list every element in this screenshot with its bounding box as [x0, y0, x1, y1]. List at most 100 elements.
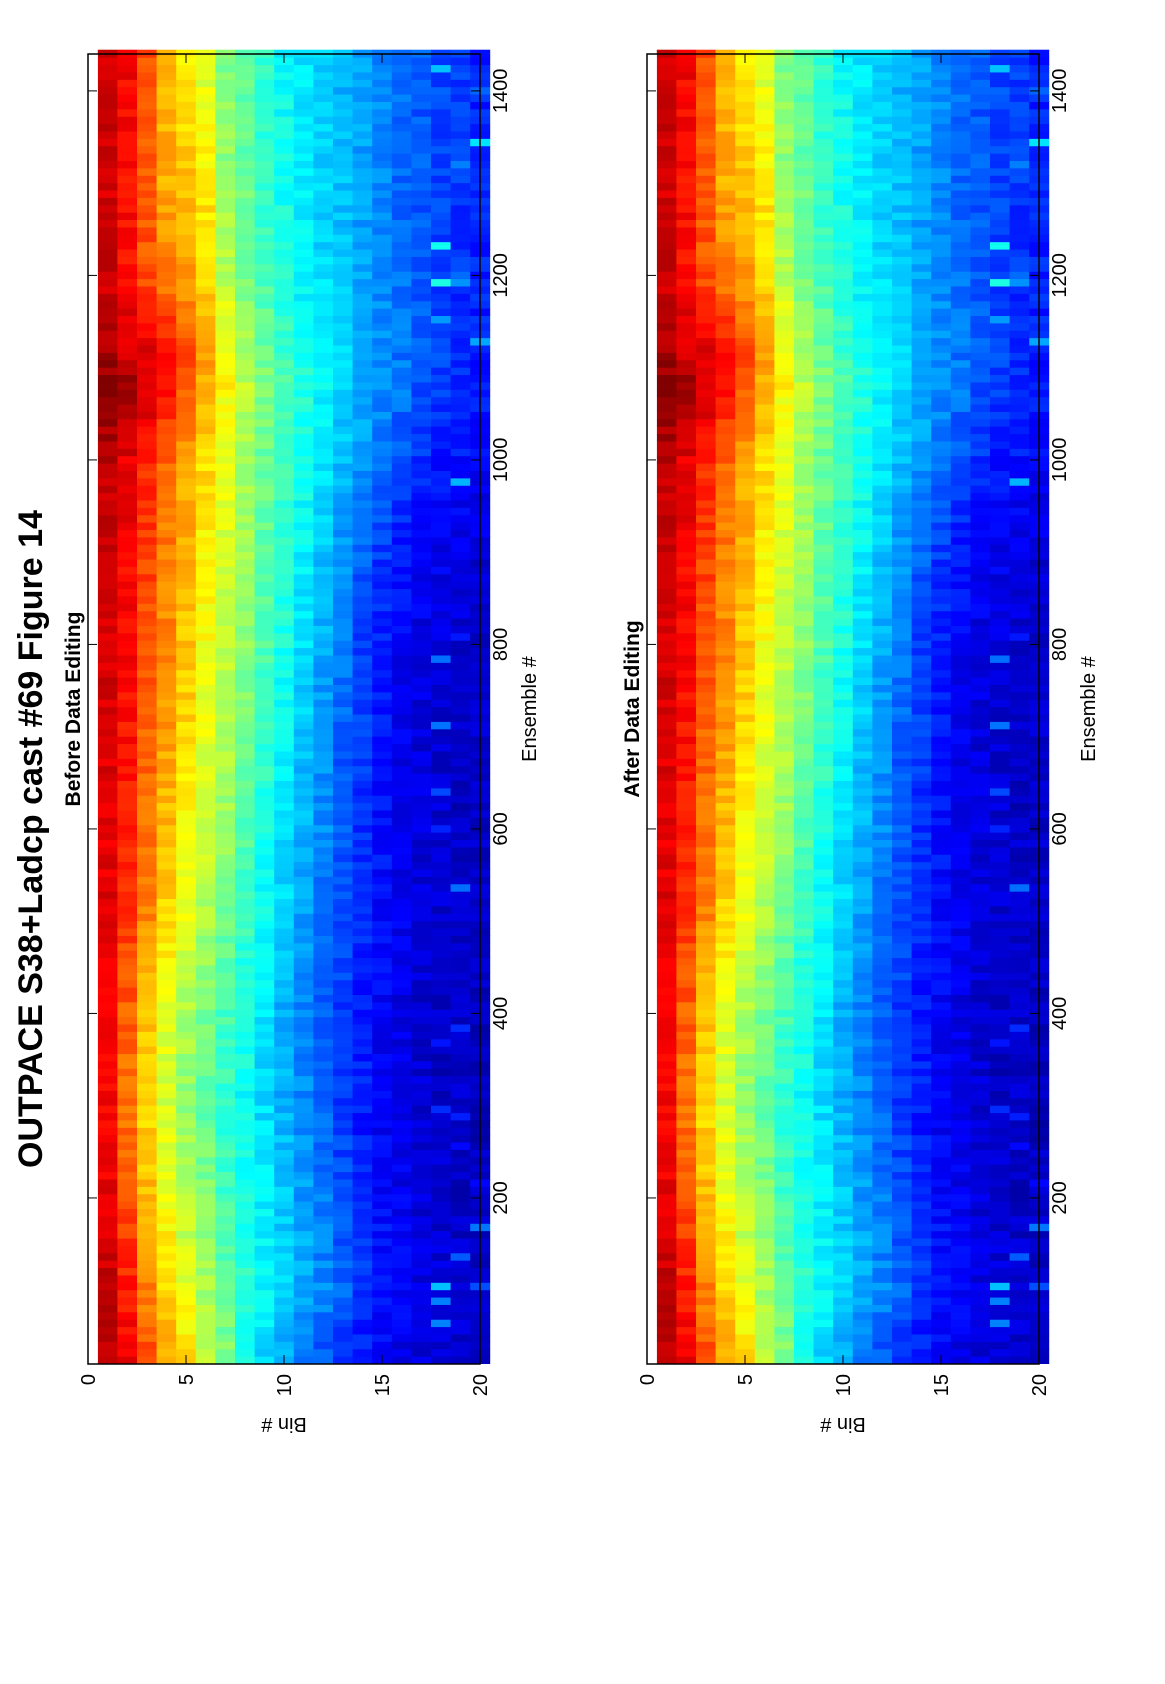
heatmap-cell [392, 448, 412, 456]
heatmap-cell [274, 1135, 294, 1143]
heatmap-cell [137, 965, 157, 973]
heatmap-cell [98, 714, 118, 722]
heatmap-cell [196, 1046, 216, 1054]
heatmap-cell [696, 898, 716, 906]
heatmap-cell [137, 87, 157, 95]
heatmap-cell [755, 862, 775, 870]
heatmap-cell [755, 271, 775, 279]
heatmap-cell [333, 397, 353, 405]
heatmap-cell [294, 1105, 314, 1113]
heatmap-cell [117, 264, 137, 272]
heatmap-cell [117, 729, 137, 737]
heatmap-cell [735, 847, 755, 855]
heatmap-cell [137, 788, 157, 796]
heatmap-cell [196, 847, 216, 855]
heatmap-cell [372, 234, 392, 242]
heatmap-cell [255, 1327, 275, 1335]
heatmap-cell [176, 374, 196, 382]
heatmap-cell [117, 928, 137, 936]
heatmap-cell [98, 529, 118, 537]
heatmap-cell [392, 168, 412, 176]
heatmap-cell [255, 1223, 275, 1231]
heatmap-cell [716, 803, 736, 811]
heatmap-cell [117, 382, 137, 390]
heatmap-cell [215, 662, 235, 670]
heatmap-cell [755, 478, 775, 486]
heatmap-cell [176, 906, 196, 914]
heatmap-cell [411, 559, 431, 567]
heatmap-cell [117, 544, 137, 552]
heatmap-cell [676, 352, 696, 360]
heatmap-cell [196, 596, 216, 604]
heatmap-cell [774, 279, 794, 287]
heatmap-cell [451, 1157, 471, 1165]
heatmap-cell [117, 1105, 137, 1113]
heatmap-cell [98, 345, 118, 353]
heatmap-cell [255, 293, 275, 301]
heatmap-cell [137, 935, 157, 943]
heatmap-cell [735, 271, 755, 279]
heatmap-cell [235, 1223, 255, 1231]
heatmap-cell [98, 618, 118, 626]
heatmap-cell [274, 1231, 294, 1239]
heatmap-cell [98, 212, 118, 220]
heatmap-cell [431, 1253, 451, 1261]
heatmap-cell [215, 153, 235, 161]
heatmap-cell [215, 293, 235, 301]
x-tick-label: 600 [490, 812, 512, 845]
heatmap-cell [176, 367, 196, 375]
heatmap-cell [294, 507, 314, 515]
heatmap-cell [794, 433, 814, 441]
heatmap-cell [451, 529, 471, 537]
heatmap-cell [117, 950, 137, 958]
heatmap-cell [774, 124, 794, 132]
heatmap-cell [137, 1356, 157, 1364]
heatmap-cell [735, 965, 755, 973]
heatmap-cell [353, 419, 373, 427]
heatmap-cell [235, 1135, 255, 1143]
heatmap-cell [716, 537, 736, 545]
heatmap-cell [794, 994, 814, 1002]
heatmap-cell [657, 1253, 677, 1261]
heatmap-cell [411, 943, 431, 951]
heatmap-cell [117, 109, 137, 117]
heatmap-cell [255, 552, 275, 560]
heatmap-cell [353, 625, 373, 633]
heatmap-cell [431, 810, 451, 818]
heatmap-cell [676, 743, 696, 751]
heatmap-cell [353, 57, 373, 65]
heatmap-cell [294, 1186, 314, 1194]
heatmap-cell [196, 264, 216, 272]
heatmap-cell [735, 736, 755, 744]
heatmap-cell [755, 197, 775, 205]
heatmap-cell [117, 581, 137, 589]
heatmap-cell [431, 1068, 451, 1076]
heatmap-cell [313, 773, 333, 781]
heatmap-cell [294, 603, 314, 611]
heatmap-cell [313, 921, 333, 929]
heatmap-cell [716, 529, 736, 537]
heatmap-cell [451, 197, 471, 205]
heatmap-cell [176, 1334, 196, 1342]
heatmap-cell [353, 271, 373, 279]
heatmap-cell [411, 493, 431, 501]
heatmap-cell [716, 175, 736, 183]
x-tick-label: 1000 [490, 438, 512, 483]
heatmap-cell [353, 1061, 373, 1069]
heatmap-cell [411, 397, 431, 405]
heatmap-cell [716, 352, 736, 360]
heatmap-cell [215, 315, 235, 323]
heatmap-cell [157, 588, 177, 596]
heatmap-cell [274, 1009, 294, 1017]
heatmap-cell [274, 419, 294, 427]
heatmap-cell [755, 1179, 775, 1187]
heatmap-cell [235, 1068, 255, 1076]
heatmap-cell [176, 1312, 196, 1320]
heatmap-cell [431, 655, 451, 663]
heatmap-cell [294, 101, 314, 109]
heatmap-cell [451, 1090, 471, 1098]
heatmap-cell [372, 817, 392, 825]
heatmap-cell [657, 411, 677, 419]
heatmap-cell [176, 574, 196, 582]
heatmap-cell [657, 168, 677, 176]
